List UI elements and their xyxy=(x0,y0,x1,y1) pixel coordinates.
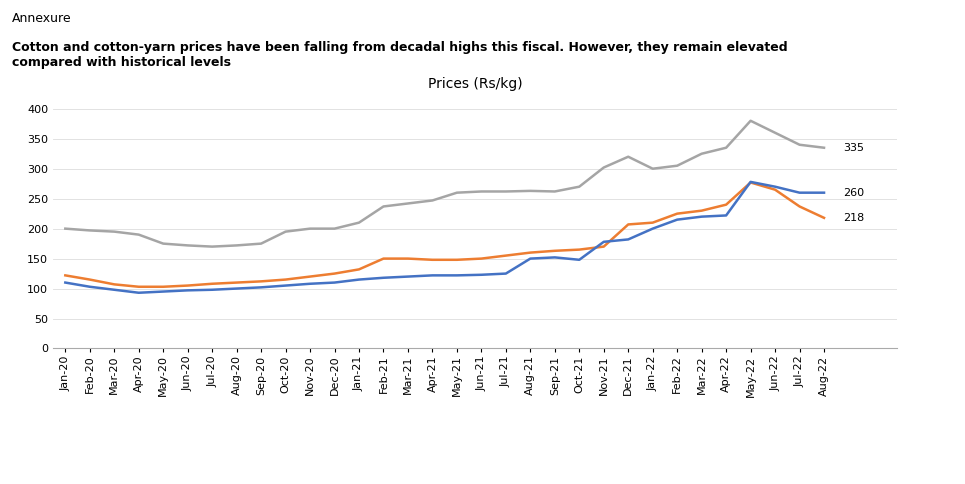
Text: 260: 260 xyxy=(843,188,865,197)
Text: 218: 218 xyxy=(843,213,865,223)
Title: Prices (Rs/kg): Prices (Rs/kg) xyxy=(427,77,523,91)
Text: 335: 335 xyxy=(843,143,865,153)
Text: Annexure: Annexure xyxy=(12,12,71,25)
Text: Cotton and cotton-yarn prices have been falling from decadal highs this fiscal. : Cotton and cotton-yarn prices have been … xyxy=(12,41,787,69)
